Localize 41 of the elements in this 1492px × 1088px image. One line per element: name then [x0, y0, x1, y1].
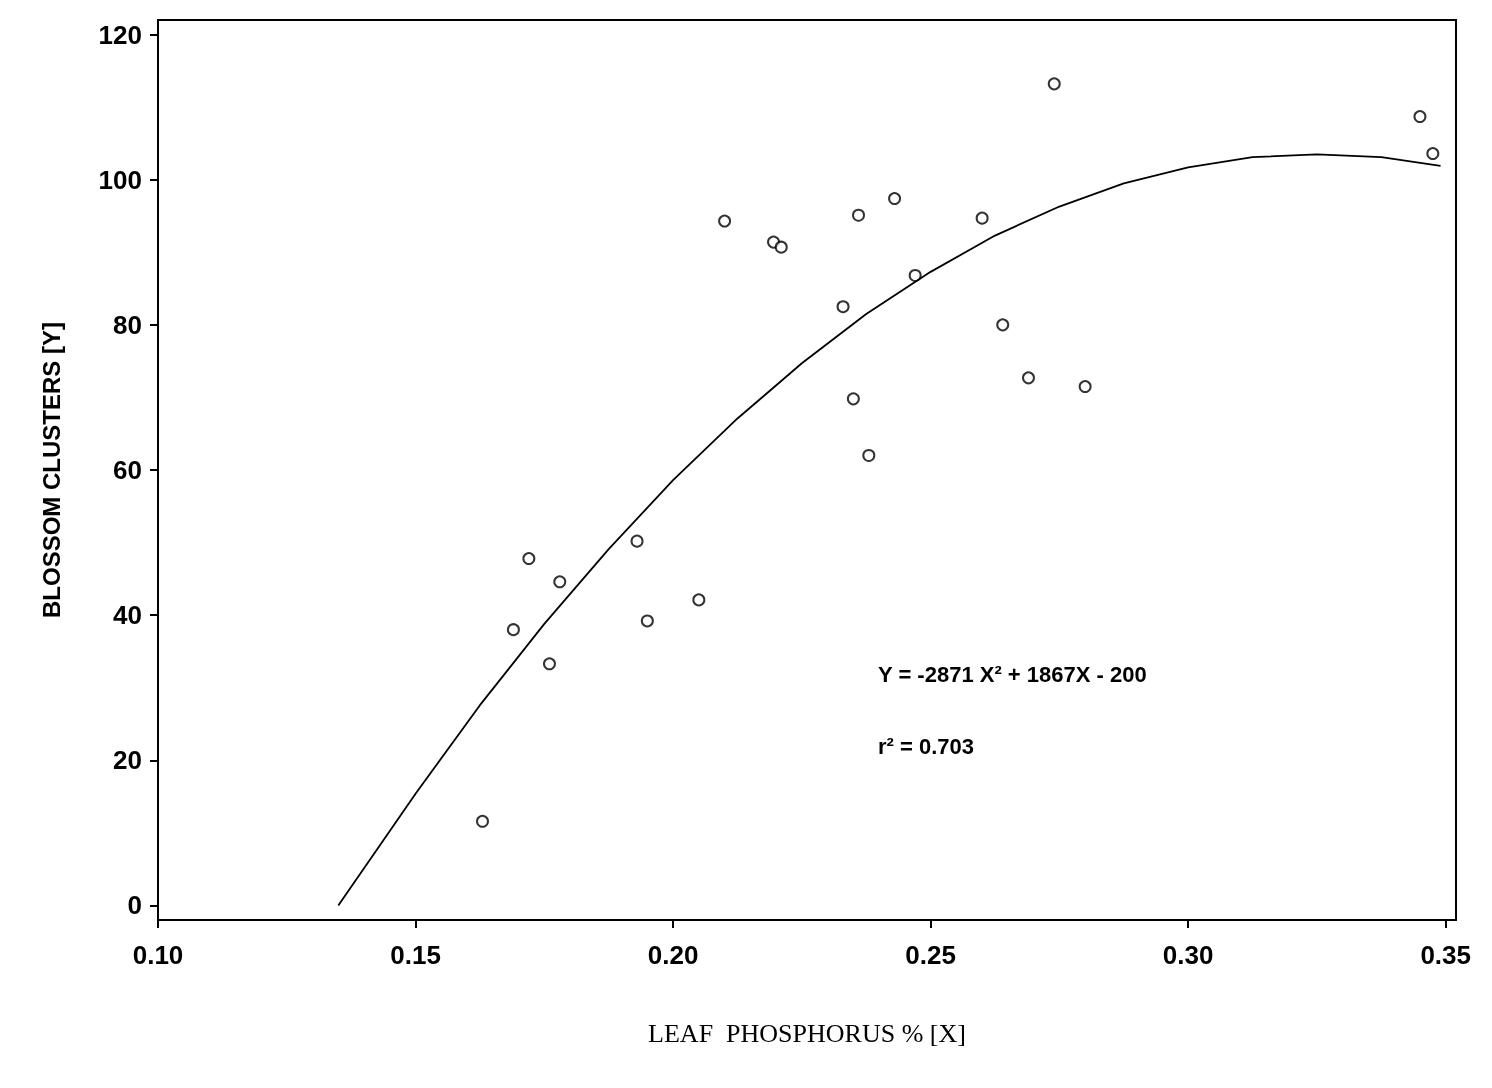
point	[640, 614, 654, 628]
y-axis-title: BLOSSOM CLUSTERS [Y]	[37, 321, 65, 619]
annotation: Y = -2871 X² + 1867X - 200	[878, 661, 1147, 687]
y-tick-label: 0	[127, 890, 142, 921]
point	[1413, 110, 1427, 124]
point	[852, 208, 866, 222]
point	[862, 448, 876, 462]
y-tick-label: 40	[113, 600, 142, 631]
x-tick-label: 0.35	[1420, 940, 1471, 970]
x-tick-label: 0.15	[390, 940, 441, 970]
point	[774, 240, 788, 254]
x-tick-label: 0.30	[1162, 940, 1214, 970]
x-axis-title: LEAF PHOSPHORUS % [X]	[648, 1018, 966, 1048]
point	[975, 211, 989, 225]
point	[522, 552, 536, 566]
point	[542, 657, 556, 671]
point	[553, 575, 567, 589]
point	[1047, 77, 1061, 91]
y-tick-label: 120	[98, 19, 142, 50]
point	[846, 392, 860, 406]
annotation: r² = 0.703	[878, 733, 975, 759]
point	[692, 593, 706, 607]
point	[506, 623, 520, 637]
x-tick-label: 0.25	[905, 940, 956, 970]
point	[996, 318, 1010, 332]
point	[836, 300, 850, 314]
point	[888, 192, 902, 206]
point	[630, 534, 644, 548]
y-tick-label: 80	[113, 309, 142, 340]
line-series	[337, 153, 1442, 907]
point	[1078, 380, 1092, 394]
y-tick-label: 60	[113, 455, 142, 485]
point	[908, 268, 922, 282]
x-tick-label: 0.10	[132, 940, 184, 970]
point	[1426, 147, 1440, 161]
point	[718, 214, 732, 228]
point	[476, 814, 489, 828]
point	[1022, 371, 1035, 385]
y-tick-label: 100	[98, 164, 142, 195]
x-tick-label: 0.20	[647, 940, 699, 970]
y-tick-label: 20	[113, 745, 142, 776]
